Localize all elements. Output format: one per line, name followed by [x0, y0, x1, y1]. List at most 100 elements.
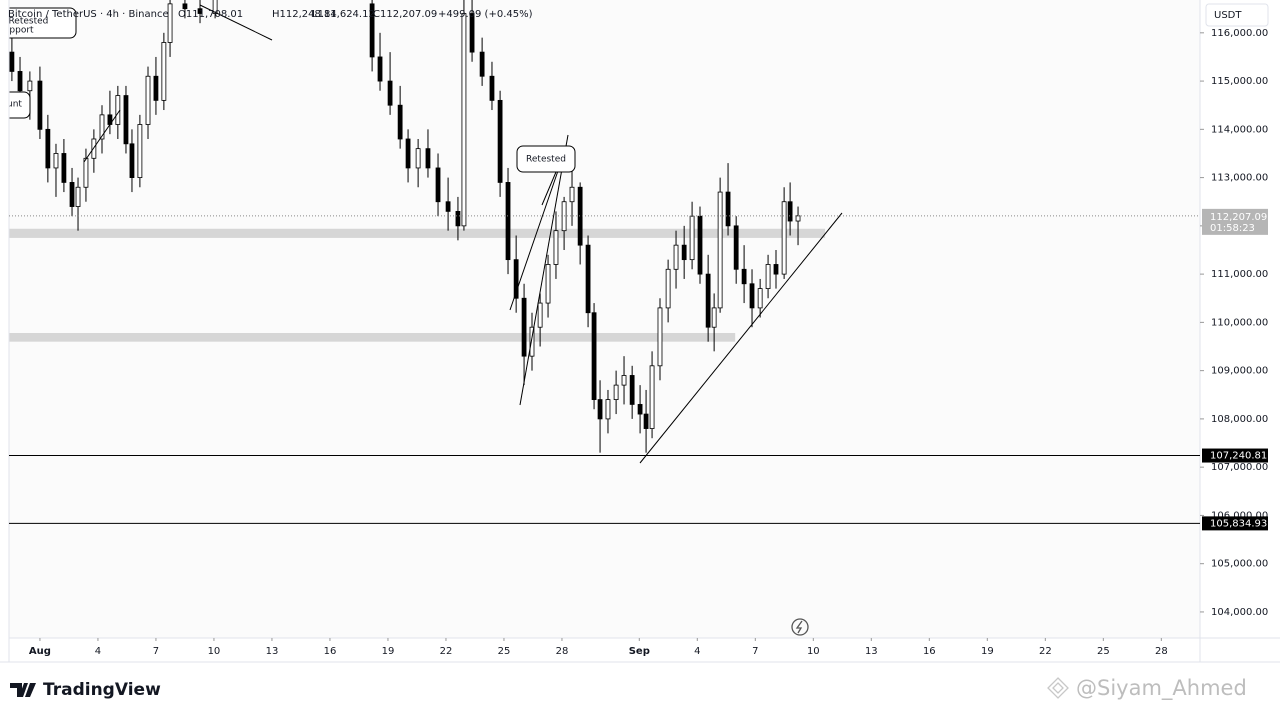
candle-body — [521, 297, 527, 357]
candle-body — [757, 288, 763, 309]
candle-body — [597, 399, 603, 420]
candle-body — [61, 153, 67, 183]
y-tick-label: 113,000.00 — [1211, 173, 1268, 184]
candle-body — [505, 182, 511, 261]
candle-body — [397, 104, 403, 140]
candle-body — [425, 148, 431, 169]
annotation: unt — [7, 100, 22, 110]
candle-body — [212, 0, 218, 14]
candle-body — [83, 157, 89, 188]
candle-body — [161, 42, 167, 101]
open: O111,708.01 — [178, 9, 243, 20]
candle-body — [697, 215, 703, 275]
candle-body — [657, 307, 663, 367]
brand: TradingView — [10, 680, 161, 700]
candle-body — [537, 302, 543, 328]
candle-body — [153, 75, 159, 101]
y-tick-label: 115,000.00 — [1211, 76, 1268, 87]
level-badge — [1202, 516, 1268, 531]
candle-body — [27, 80, 33, 92]
x-tick-label: 22 — [440, 646, 453, 657]
x-tick-label: 19 — [981, 646, 994, 657]
y-tick-label: 106,000.00 — [1211, 510, 1268, 521]
close: C112,207.09 — [373, 9, 437, 20]
x-tick-label: 19 — [382, 646, 395, 657]
x-tick-label: 13 — [865, 646, 878, 657]
x-tick-label: Sep — [629, 646, 650, 657]
x-tick-label: 7 — [153, 646, 159, 657]
candle-body — [17, 71, 23, 92]
x-tick-label: 10 — [807, 646, 820, 657]
candle-body — [765, 264, 771, 289]
candle-body — [665, 268, 671, 309]
trend-line — [83, 109, 121, 163]
candle-body — [435, 167, 441, 203]
y-tick-label: 110,000.00 — [1211, 317, 1268, 328]
plot-area — [9, 0, 1200, 638]
level-label: 107,240.81 — [1210, 451, 1267, 462]
annotation-box — [9, 91, 31, 119]
candle-body — [629, 375, 635, 405]
currency-button[interactable] — [1205, 3, 1269, 27]
candle-body — [681, 244, 687, 261]
candle-body — [577, 186, 583, 246]
y-tick-label: 111,000.00 — [1211, 269, 1268, 280]
candle-body — [781, 201, 787, 275]
drawings: Retested Again Retested Support unt — [0, 4, 843, 464]
candle-body — [513, 259, 519, 299]
candle-body — [123, 95, 129, 145]
annotation-box — [9, 7, 77, 39]
candle-body — [643, 413, 649, 429]
icon-circle[interactable] — [791, 618, 809, 636]
x-tick-label: 4 — [95, 646, 101, 657]
x-tick-label: 10 — [208, 646, 221, 657]
candle-body — [605, 399, 611, 420]
annotation: Again Retested — [0, 17, 48, 27]
brand-logo — [10, 683, 36, 697]
y-tick-label: 105,000.00 — [1211, 559, 1268, 570]
x-tick-label: 28 — [1155, 646, 1168, 657]
candle-body — [115, 95, 121, 125]
y-tick-label: 107,000.00 — [1211, 462, 1268, 473]
watermark-logo — [1047, 677, 1069, 699]
low: L111,624.12 — [312, 9, 375, 20]
y-tick-label: 104,000.00 — [1211, 607, 1268, 618]
replay-icon[interactable] — [791, 618, 809, 636]
symbol: Bitcoin / TetherUS · 4h · Binance — [8, 9, 169, 20]
zone — [9, 228, 826, 238]
annotation: Support — [0, 26, 34, 36]
currency[interactable]: USDT — [1214, 10, 1242, 21]
candle-body — [45, 128, 51, 169]
watermark: @Siyam_Ahmed — [1047, 676, 1247, 701]
candle-body — [585, 244, 591, 314]
candle-body — [369, 3, 375, 58]
x-tick-label: 4 — [694, 646, 700, 657]
candle-body — [405, 138, 411, 169]
last-price-badge — [1202, 208, 1268, 235]
x-tick-label: 7 — [752, 646, 758, 657]
x-tick-label: 22 — [1039, 646, 1052, 657]
annotation-box — [516, 145, 576, 173]
x-tick-label: 28 — [556, 646, 569, 657]
candle-body — [545, 264, 551, 304]
candle-body — [91, 138, 97, 159]
candle-body — [725, 191, 731, 227]
watermark-text: @Siyam_Ahmed — [1076, 676, 1247, 701]
candle-body — [69, 182, 75, 207]
candle-body — [479, 51, 485, 77]
candle-body — [99, 114, 105, 140]
high: H112,248.84 — [272, 9, 337, 20]
x-tick-label: 16 — [324, 646, 337, 657]
level-label: 105,834.93 — [1210, 518, 1267, 529]
candle-body — [621, 375, 627, 386]
candle-body — [553, 230, 559, 265]
candle-body — [741, 268, 747, 285]
candle-body — [569, 186, 575, 203]
candle-body — [415, 148, 421, 169]
candle-body — [445, 201, 451, 212]
candle-body — [129, 143, 135, 178]
icon-bolt[interactable] — [795, 620, 803, 634]
y-tick-label: 109,000.00 — [1211, 366, 1268, 377]
